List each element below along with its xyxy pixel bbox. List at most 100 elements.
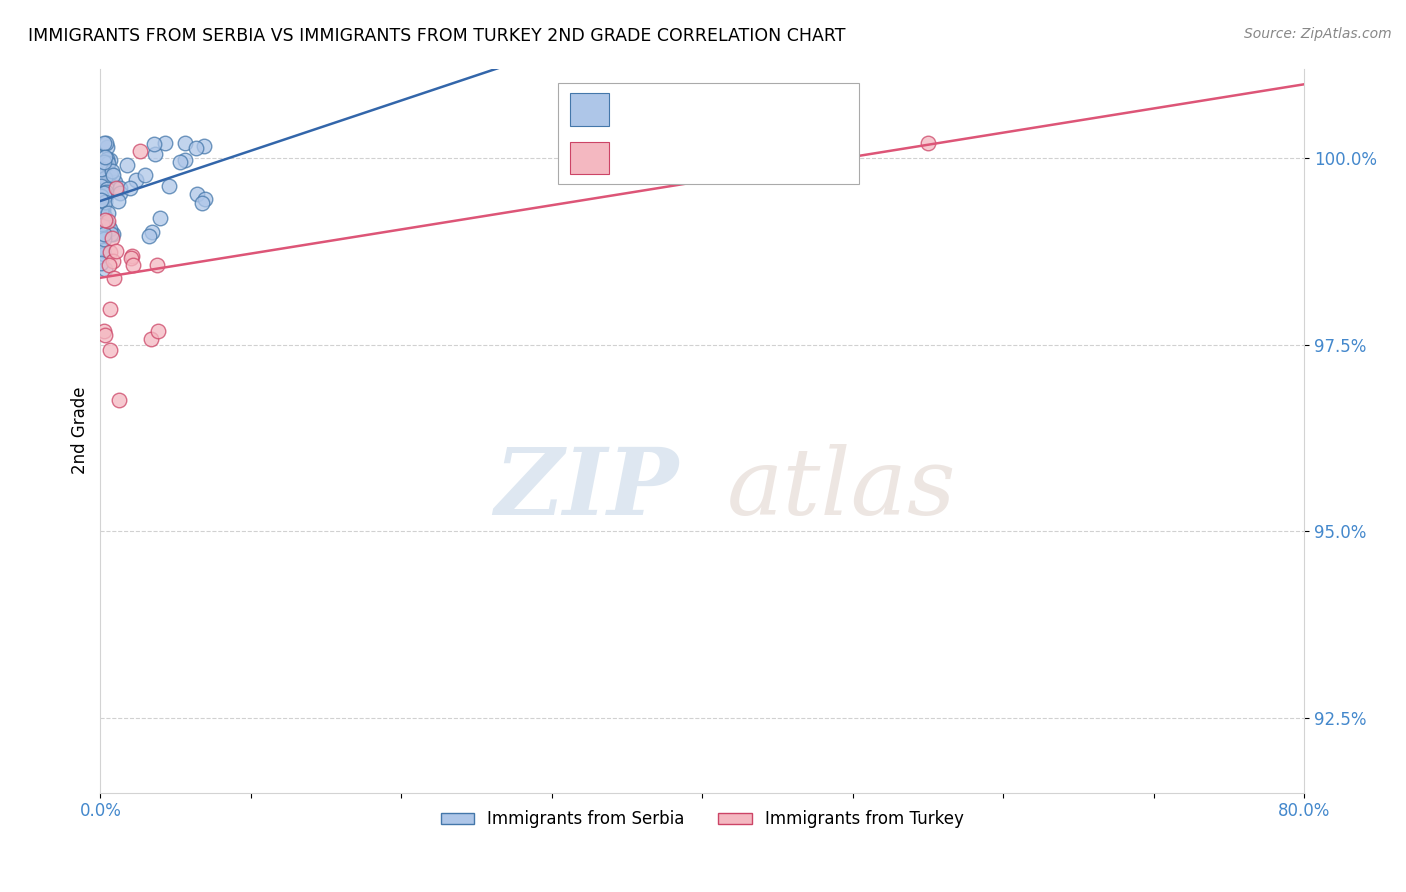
Point — [98, 302, 121, 317]
Point — [91, 197, 114, 211]
Point — [105, 244, 128, 259]
Point — [105, 181, 128, 195]
Point — [143, 137, 166, 152]
Point — [90, 218, 112, 232]
Point — [98, 222, 121, 236]
Point — [89, 189, 111, 203]
Point — [91, 240, 114, 254]
Point — [91, 203, 114, 218]
Point — [138, 229, 160, 244]
Point — [93, 203, 115, 218]
Point — [98, 343, 121, 358]
Point — [120, 181, 142, 195]
Point — [93, 247, 115, 261]
Point — [104, 175, 127, 189]
Point — [91, 161, 114, 176]
Point — [97, 219, 120, 233]
Point — [186, 187, 208, 202]
Point — [91, 202, 114, 216]
Point — [101, 168, 124, 182]
Point — [98, 166, 121, 180]
Point — [120, 251, 142, 265]
Point — [125, 172, 148, 186]
Point — [193, 139, 215, 153]
Point — [101, 231, 124, 245]
Point — [108, 186, 131, 200]
Point — [93, 150, 115, 164]
Point — [157, 179, 180, 194]
Point — [917, 136, 939, 151]
Point — [93, 227, 115, 241]
Point — [93, 216, 115, 230]
Point — [97, 205, 120, 219]
Point — [93, 194, 115, 209]
Point — [93, 262, 115, 277]
Y-axis label: 2nd Grade: 2nd Grade — [72, 387, 89, 475]
Text: ZIP: ZIP — [494, 443, 678, 533]
Point — [90, 204, 112, 219]
Point — [101, 164, 124, 178]
Text: atlas: atlas — [727, 443, 956, 533]
Point — [108, 181, 131, 195]
Point — [141, 332, 163, 346]
Point — [194, 193, 217, 207]
Point — [107, 194, 129, 208]
Point — [93, 232, 115, 246]
Point — [90, 256, 112, 270]
Point — [101, 227, 124, 241]
Point — [96, 140, 118, 154]
Point — [94, 136, 117, 151]
Point — [94, 328, 117, 343]
Point — [129, 144, 152, 158]
Point — [93, 172, 115, 186]
Point — [146, 325, 169, 339]
Point — [90, 178, 112, 193]
Point — [90, 162, 112, 177]
Point — [93, 186, 115, 200]
Point — [91, 217, 114, 231]
Point — [96, 187, 118, 202]
Point — [90, 203, 112, 218]
Point — [98, 153, 121, 168]
Point — [91, 244, 114, 258]
Point — [93, 136, 115, 151]
Point — [93, 171, 115, 186]
Point — [96, 181, 118, 195]
Point — [169, 154, 191, 169]
Point — [91, 212, 114, 227]
Point — [90, 219, 112, 233]
Point — [94, 212, 117, 227]
Point — [89, 193, 111, 207]
Point — [90, 180, 112, 194]
Point — [149, 211, 172, 226]
Point — [94, 188, 117, 202]
Point — [97, 155, 120, 169]
Point — [91, 194, 114, 209]
Point — [108, 392, 131, 407]
Point — [174, 136, 197, 151]
Point — [141, 225, 163, 239]
Point — [94, 156, 117, 170]
Text: Source: ZipAtlas.com: Source: ZipAtlas.com — [1244, 27, 1392, 41]
Point — [155, 136, 177, 151]
Point — [121, 249, 143, 263]
Point — [94, 186, 117, 201]
Point — [96, 152, 118, 166]
Point — [146, 258, 169, 272]
Point — [115, 157, 138, 171]
Point — [98, 244, 121, 259]
Point — [90, 189, 112, 203]
Point — [91, 169, 114, 183]
Point — [134, 168, 156, 182]
Point — [103, 271, 125, 285]
Point — [98, 259, 121, 273]
Point — [100, 227, 122, 241]
Point — [93, 324, 115, 338]
Point — [97, 213, 120, 227]
Point — [143, 147, 166, 161]
Text: IMMIGRANTS FROM SERBIA VS IMMIGRANTS FROM TURKEY 2ND GRADE CORRELATION CHART: IMMIGRANTS FROM SERBIA VS IMMIGRANTS FRO… — [28, 27, 845, 45]
Point — [101, 254, 124, 268]
Point — [90, 163, 112, 178]
Point — [93, 155, 115, 169]
Point — [184, 140, 207, 154]
